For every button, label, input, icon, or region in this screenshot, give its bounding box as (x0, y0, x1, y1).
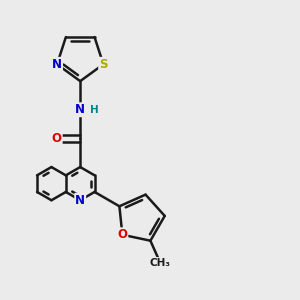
Text: N: N (75, 103, 85, 116)
Text: N: N (75, 194, 85, 207)
Text: H: H (90, 105, 99, 115)
Text: CH₃: CH₃ (150, 258, 171, 268)
Text: N: N (52, 58, 62, 71)
Text: S: S (99, 58, 108, 71)
Text: O: O (52, 132, 62, 145)
Text: O: O (117, 228, 128, 241)
